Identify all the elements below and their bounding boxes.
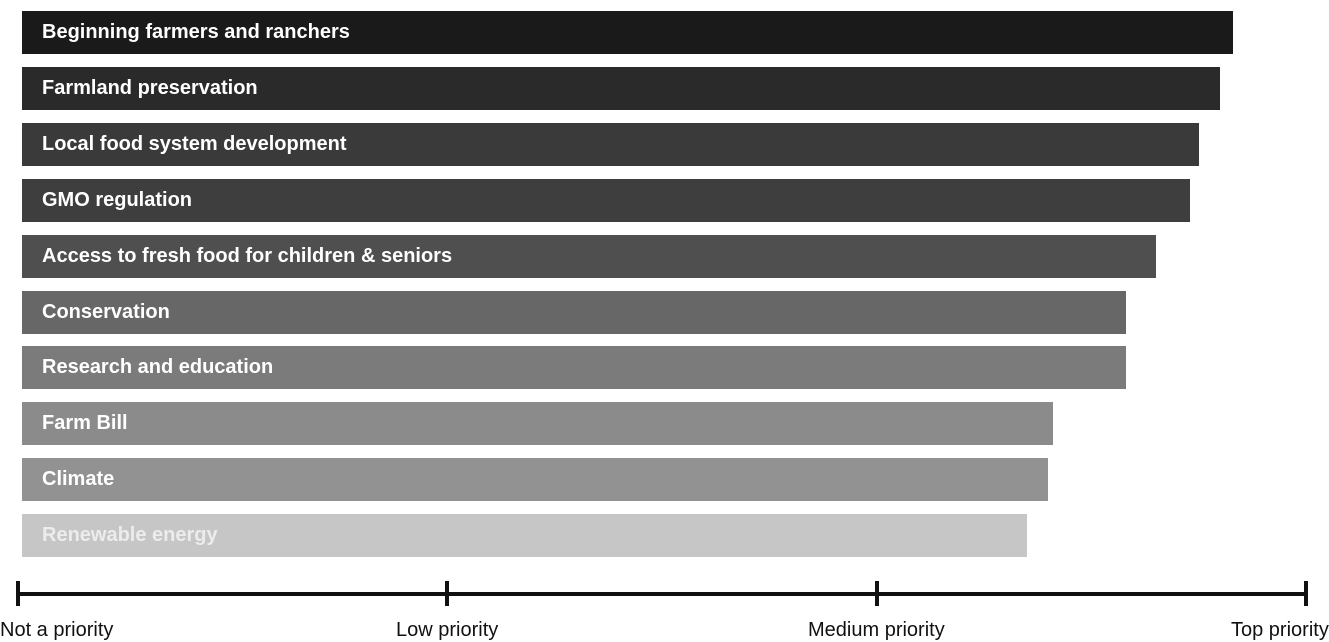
- tick-label: Top priority: [1231, 619, 1329, 641]
- bar: Beginning farmers and ranchers: [22, 11, 1233, 54]
- bar-label: Beginning farmers and ranchers: [42, 21, 350, 43]
- bar: Conservation: [22, 291, 1126, 334]
- bar-label: GMO regulation: [42, 189, 192, 211]
- bar: Farm Bill: [22, 402, 1053, 445]
- tick-label: Not a priority: [0, 619, 114, 641]
- bar: Renewable energy: [22, 514, 1027, 557]
- bar: Local food system development: [22, 123, 1199, 166]
- bar-label: Climate: [42, 468, 115, 490]
- bar: Climate: [22, 458, 1048, 501]
- bar-label: Farm Bill: [42, 412, 128, 434]
- bar: GMO regulation: [22, 179, 1190, 222]
- bar-label: Local food system development: [42, 133, 347, 155]
- tick-label: Low priority: [396, 619, 499, 641]
- priority-axis: Not a priority Low priority Medium priorit…: [0, 578, 1329, 641]
- axis-tick: [875, 581, 879, 606]
- bar-label: Conservation: [42, 301, 170, 323]
- bar: Research and education: [22, 346, 1126, 389]
- axis-line: [16, 592, 1308, 596]
- bar-label: Farmland preservation: [42, 77, 258, 99]
- bar-label: Research and education: [42, 356, 274, 378]
- axis-tick: [1304, 581, 1308, 606]
- axis-tick: [445, 581, 449, 606]
- bar: Access to fresh food for children & seni…: [22, 235, 1156, 278]
- bar: Farmland preservation: [22, 67, 1220, 110]
- axis-tick: [16, 581, 20, 606]
- tick-label: Medium priority: [808, 619, 945, 641]
- bar-label: Access to fresh food for children & seni…: [42, 245, 453, 267]
- bar-label: Renewable energy: [42, 524, 218, 546]
